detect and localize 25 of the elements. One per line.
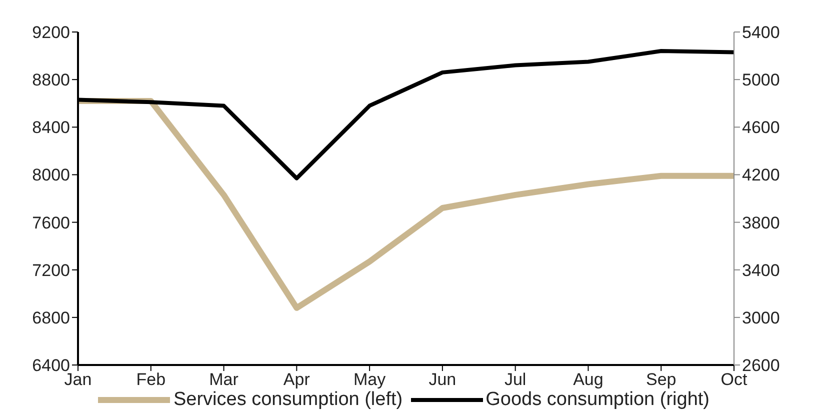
legend-label: Services consumption (left)	[173, 389, 403, 411]
y2-tick-label: 3000	[742, 308, 780, 328]
x-tick-label: Jan	[64, 370, 92, 390]
y2-tick-label: 4200	[742, 166, 780, 185]
x-tick-label: Apr	[283, 370, 310, 390]
y-tick-label: 9200	[32, 23, 70, 42]
y2-tick-label: 3400	[742, 260, 780, 280]
y2-tick-label: 3800	[742, 213, 780, 232]
x-tick-label: Jul	[504, 370, 526, 390]
y2-tick-label: 4600	[742, 118, 780, 138]
y-tick-label: 7200	[32, 260, 70, 280]
y2-tick-label: 5000	[742, 70, 780, 90]
y2-tick-label: 5400	[742, 23, 780, 42]
x-tick-label: Aug	[573, 370, 604, 390]
y-tick-label: 8000	[32, 166, 70, 185]
x-tick-label: Feb	[136, 370, 166, 390]
y-tick-label: 6800	[32, 308, 70, 328]
legend-label: Goods consumption (right)	[486, 389, 710, 411]
x-tick-label: May	[353, 370, 386, 390]
x-tick-label: Sep	[646, 370, 676, 390]
x-tick-label: Mar	[209, 370, 239, 390]
y-tick-label: 7600	[32, 213, 70, 232]
y-tick-label: 8400	[32, 118, 70, 138]
x-tick-label: Jun	[428, 370, 456, 390]
y-tick-label: 8800	[32, 70, 70, 90]
